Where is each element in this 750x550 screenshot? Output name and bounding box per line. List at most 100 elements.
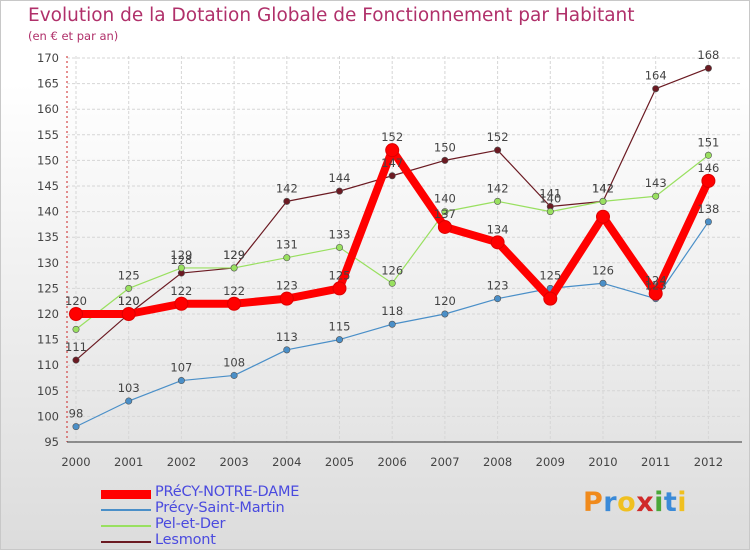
proxiti-logo: Proxiti [583,487,687,518]
chart-subtitle: (en € et par an) [28,29,119,43]
data-label: 122 [223,284,245,298]
data-point [543,291,558,306]
legend-label: Pel-et-Der [155,516,226,532]
legend-label: PRéCY-NOTRE-DAME [155,484,300,500]
data-point [125,397,133,405]
data-label: 128 [170,253,192,267]
data-point [69,307,83,321]
data-point [388,320,396,328]
y-tick-label: 150 [37,153,59,167]
data-point [335,336,343,344]
chart-title: Evolution de la Dotation Globale de Fonc… [28,5,635,26]
data-label: 140 [539,192,561,206]
data-point [704,218,712,226]
data-label: 129 [223,248,245,262]
data-point [174,296,189,311]
x-tick-label: 2005 [325,455,354,469]
data-label: 146 [697,161,719,175]
data-point [388,279,396,287]
data-label: 123 [276,279,298,293]
data-point [494,295,502,303]
data-point [121,307,136,321]
data-point [441,156,449,164]
y-tick-label: 155 [37,128,59,142]
data-label: 151 [697,135,719,149]
data-point [72,423,80,431]
logo-letter: r [603,487,618,518]
data-point [279,291,294,306]
data-label: 125 [329,268,351,282]
data-label: 142 [592,181,614,195]
data-point [125,284,133,292]
data-label: 164 [645,69,667,83]
y-tick-label: 135 [37,230,59,244]
data-label: 120 [118,294,140,308]
data-point [230,371,238,379]
data-label: 123 [645,279,667,293]
logo-letter: i [677,487,688,518]
data-label: 120 [434,294,456,308]
legend-swatch [101,490,151,499]
data-point [701,173,716,188]
data-point [704,64,712,72]
data-label: 107 [170,361,192,375]
data-point [648,286,663,301]
data-label: 115 [329,320,351,334]
x-tick-label: 2001 [114,455,143,469]
x-tick-label: 2012 [694,455,723,469]
data-point [283,254,291,262]
logo-letter: i [654,487,664,518]
data-point [177,377,185,385]
y-tick-label: 165 [37,77,59,91]
data-point [335,187,343,195]
y-tick-label: 140 [37,205,59,219]
data-label: 131 [276,238,298,252]
data-label: 129 [170,248,192,262]
data-point [283,346,291,354]
data-label: 143 [645,176,667,190]
y-tick-label: 130 [37,256,59,270]
data-label: 134 [487,222,509,236]
data-label: 129 [223,248,245,262]
data-point [437,219,452,234]
data-label: 144 [329,171,351,185]
legend-item: Lesmont [101,532,401,549]
data-label: 138 [697,202,719,216]
data-point [546,208,554,216]
data-label: 126 [592,263,614,277]
data-point [652,85,660,93]
data-point [494,197,502,205]
data-point [490,235,505,250]
data-label: 120 [118,294,140,308]
y-tick-label: 120 [37,307,59,321]
y-tick-label: 115 [37,333,59,347]
data-point [230,264,238,272]
x-tick-label: 2006 [378,455,407,469]
data-point [283,197,291,205]
legend-item: Pel-et-Der [101,516,401,534]
data-label: 152 [487,130,509,144]
data-label: 147 [381,156,403,170]
x-tick-label: 2009 [536,455,565,469]
data-label: 122 [170,284,192,298]
data-label: 142 [487,181,509,195]
y-tick-label: 100 [37,409,59,423]
logo-letter: t [663,487,678,518]
data-point [332,281,347,296]
y-tick-label: 105 [37,384,59,398]
data-label: 111 [65,340,87,354]
data-label: 126 [381,263,403,277]
data-point [494,146,502,154]
data-point [388,172,396,180]
data-point [652,192,660,200]
data-point [385,143,400,158]
legend-item: PRéCY-NOTRE-DAME [101,484,401,502]
data-label: 103 [118,381,140,395]
logo-letter: P [583,487,604,518]
x-tick-label: 2007 [430,455,459,469]
data-point [704,151,712,159]
data-point [441,208,449,216]
data-label: 108 [223,355,245,369]
